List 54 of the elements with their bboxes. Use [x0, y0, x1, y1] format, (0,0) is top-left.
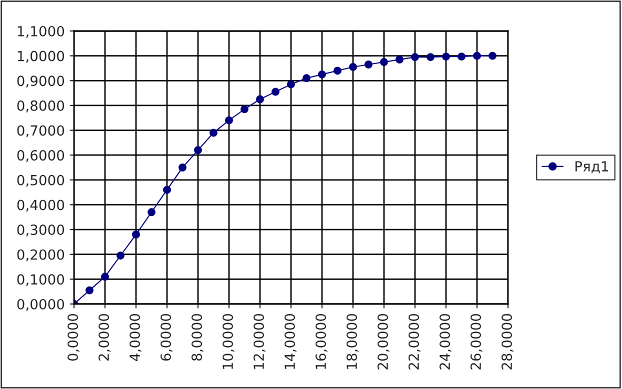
x-tick-label: 10,0000	[222, 314, 234, 369]
x-tick-label: 28,0000	[502, 314, 514, 370]
point	[116, 252, 124, 260]
y-tick-label: 0,7000	[17, 125, 64, 138]
point	[272, 88, 280, 96]
y-tick-label: 0,3000	[17, 224, 64, 236]
point	[442, 52, 450, 61]
y-tick-label: 1,0000	[18, 50, 64, 63]
x-tick-label: 16,0000	[316, 314, 328, 369]
y-tick-label: 1,1000	[18, 26, 64, 38]
y-tick-label: 0,5000	[17, 174, 64, 187]
y-tick-label: 0,8000	[17, 100, 64, 112]
point	[488, 52, 496, 60]
point	[225, 116, 233, 124]
x-tick-label: 26,0000	[470, 314, 482, 370]
x-tick-label: 22,0000	[408, 314, 420, 370]
point	[458, 52, 466, 61]
x-tick-label: 12,0000	[254, 314, 266, 369]
y-tick-label: 0,1000	[17, 274, 64, 286]
point	[411, 53, 419, 62]
point	[163, 186, 171, 194]
x-tick-label: 24,0000	[440, 314, 452, 370]
x-tick-label: 18,0000	[346, 314, 358, 369]
point	[210, 128, 218, 137]
point	[364, 60, 372, 68]
x-tick-label: 8,0000	[192, 314, 204, 361]
x-tick-label: 4,0000	[130, 314, 142, 361]
point	[132, 230, 140, 238]
y-tick-label: 0,6000	[17, 150, 64, 162]
x-tick-label: 14,0000	[284, 314, 296, 369]
point	[240, 105, 248, 114]
point	[148, 208, 156, 216]
x-tick-label: 2,0000	[98, 314, 110, 361]
y-tick-label: 0,4000	[17, 200, 64, 212]
point	[380, 58, 388, 66]
y-tick-label: 0,9000	[17, 76, 64, 88]
legend-label: Ряд1	[576, 161, 608, 174]
point	[194, 146, 202, 154]
point	[349, 62, 357, 71]
point	[318, 70, 326, 78]
y-tick-label: 0,2000	[17, 249, 64, 262]
point	[86, 286, 94, 294]
point	[256, 95, 264, 104]
point	[302, 74, 310, 82]
point	[473, 52, 481, 60]
point	[334, 66, 342, 75]
y-tick-label: 0,0000	[17, 298, 64, 311]
x-tick-label: 20,0000	[378, 314, 390, 370]
point	[101, 272, 109, 281]
point	[287, 80, 295, 88]
point	[178, 164, 186, 172]
point	[426, 53, 434, 62]
point	[396, 56, 404, 64]
x-tick-label: 6,0000	[160, 314, 172, 361]
